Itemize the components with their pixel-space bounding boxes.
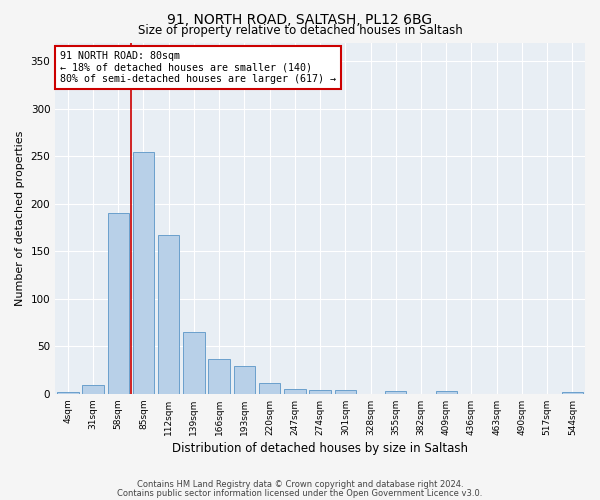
- X-axis label: Distribution of detached houses by size in Saltash: Distribution of detached houses by size …: [172, 442, 468, 455]
- Text: 91, NORTH ROAD, SALTASH, PL12 6BG: 91, NORTH ROAD, SALTASH, PL12 6BG: [167, 12, 433, 26]
- Bar: [183, 332, 205, 394]
- Bar: [158, 236, 179, 394]
- Bar: [310, 390, 331, 394]
- Bar: [562, 392, 583, 394]
- Bar: [259, 384, 280, 394]
- Y-axis label: Number of detached properties: Number of detached properties: [15, 130, 25, 306]
- Bar: [107, 214, 129, 394]
- Bar: [233, 366, 255, 394]
- Bar: [385, 391, 406, 394]
- Text: Size of property relative to detached houses in Saltash: Size of property relative to detached ho…: [137, 24, 463, 37]
- Bar: [57, 392, 79, 394]
- Bar: [284, 389, 305, 394]
- Bar: [436, 391, 457, 394]
- Bar: [82, 386, 104, 394]
- Bar: [335, 390, 356, 394]
- Text: Contains HM Land Registry data © Crown copyright and database right 2024.: Contains HM Land Registry data © Crown c…: [137, 480, 463, 489]
- Bar: [133, 152, 154, 394]
- Bar: [208, 358, 230, 394]
- Text: 91 NORTH ROAD: 80sqm
← 18% of detached houses are smaller (140)
80% of semi-deta: 91 NORTH ROAD: 80sqm ← 18% of detached h…: [61, 52, 337, 84]
- Text: Contains public sector information licensed under the Open Government Licence v3: Contains public sector information licen…: [118, 488, 482, 498]
